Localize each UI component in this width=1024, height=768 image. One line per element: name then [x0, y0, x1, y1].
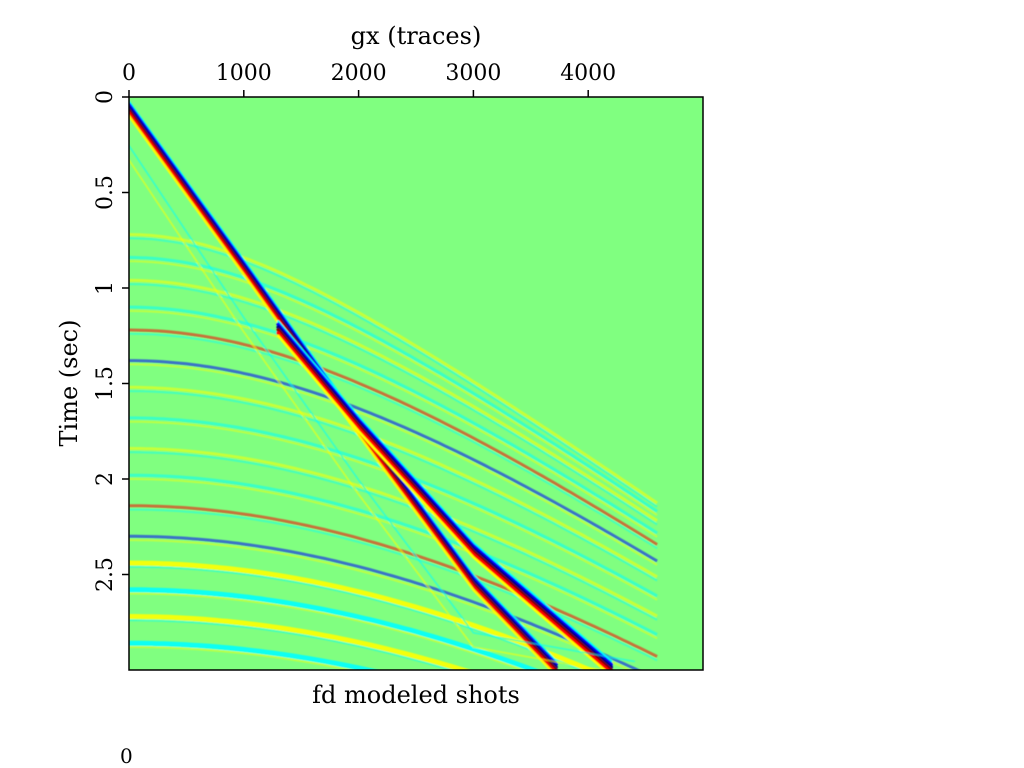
y-tick-label: 0 — [93, 90, 118, 104]
hyperbolic-reflection-sidelobe — [129, 508, 658, 662]
hyperbolic-reflection-sidelobe — [129, 390, 658, 582]
x-axis-ticks: 0 1000 2000 3000 4000 — [122, 61, 616, 97]
hyperbolic-reflection — [129, 385, 658, 579]
hyperbolic-reflection-sidelobe — [129, 363, 658, 566]
hyperbolic-reflection-sidelobe — [129, 237, 658, 508]
x-tick-label: 2000 — [331, 61, 387, 86]
hyperbolic-reflection — [129, 305, 658, 535]
hyperbolic-reflection-sidelobe — [129, 309, 658, 538]
hyperbolic-reflection — [129, 446, 658, 618]
y-axis-label: Time (sec) — [55, 320, 83, 447]
page-number: 0 — [120, 744, 133, 768]
linear-event-faint_linear_event — [129, 159, 608, 670]
hyperbolic-reflection-sidelobe — [129, 332, 658, 550]
hyperbolic-reflection-sidelobe — [129, 539, 632, 670]
x-tick-label: 4000 — [560, 61, 616, 86]
hyperbolic-reflection-sidelobe — [129, 260, 658, 516]
x-tick-label: 3000 — [445, 61, 501, 86]
linear-event-dominant_linear_event — [276, 322, 614, 667]
x-tick-label: 1000 — [216, 61, 272, 86]
hyperbolic-reflection-sidelobe — [129, 283, 658, 526]
hyperbolic-reflection — [129, 473, 658, 636]
hyperbolic-reflection — [129, 614, 472, 670]
linear-event-dominant_linear_event — [277, 334, 607, 670]
linear-event-faint_linear_event — [129, 144, 635, 663]
hyperbolic-reflection-sidelobe — [129, 592, 526, 670]
y-tick-label: 1.5 — [93, 366, 118, 401]
hyperbolic-reflection — [129, 233, 658, 505]
hyperbolic-reflection-sidelobe — [129, 619, 454, 670]
plot-background — [129, 97, 703, 670]
hyperbolic-reflection — [129, 640, 380, 670]
hyperbolic-reflection — [129, 504, 658, 658]
hyperbolic-reflection — [129, 587, 541, 670]
plot-area — [128, 96, 704, 671]
y-tick-label: 1 — [93, 281, 118, 295]
linear-event-direct_arrival — [129, 114, 553, 670]
chart-title: fd modeled shots — [312, 681, 520, 709]
hyperbolic-reflection — [129, 359, 658, 563]
x-axis-label: gx (traces) — [351, 22, 482, 50]
y-tick-label: 2 — [93, 472, 118, 486]
hyperbolic-reflection-sidelobe — [129, 646, 355, 670]
linear-event-dominant_linear_event — [276, 325, 614, 669]
linear-event-dominant_linear_event — [277, 320, 613, 663]
y-axis-ticks: 0 0.5 1 1.5 2 2.5 — [93, 90, 129, 592]
linear-event-dominant_linear_event — [276, 328, 614, 670]
x-tick-label: 0 — [122, 61, 136, 86]
hyperbolic-reflection — [129, 328, 658, 546]
y-tick-label: 2.5 — [93, 557, 118, 592]
seismic-events — [129, 100, 658, 670]
linear-event-dominant_linear_event — [276, 331, 611, 670]
hyperbolic-reflection-sidelobe — [129, 451, 658, 621]
y-tick-label: 0.5 — [93, 175, 118, 210]
hyperbolic-reflection — [129, 255, 658, 513]
